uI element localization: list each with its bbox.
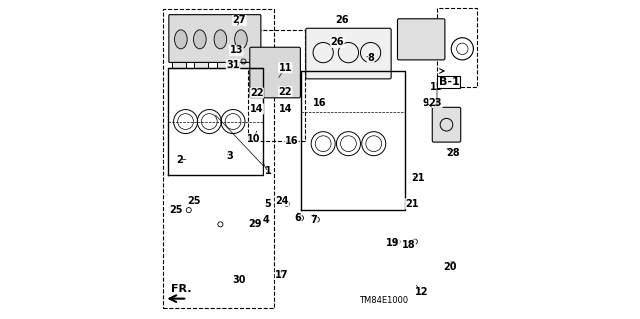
FancyBboxPatch shape [432,107,461,142]
Bar [195,36,209,68]
Text: 11: 11 [278,63,292,73]
Text: 14: 14 [278,104,292,114]
Text: 5: 5 [264,199,271,209]
Text: 16: 16 [313,98,327,108]
FancyBboxPatch shape [169,15,261,63]
Text: 26: 26 [331,38,344,48]
Text: 1: 1 [264,166,271,175]
Text: 22: 22 [278,86,292,97]
Text: 15: 15 [430,82,444,92]
Ellipse shape [193,30,206,49]
Text: 6: 6 [294,213,301,223]
Bar [437,8,477,87]
Text: 9: 9 [422,98,429,108]
Text: 20: 20 [443,262,456,272]
Bar [172,36,186,68]
FancyBboxPatch shape [306,28,391,79]
Text: 2: 2 [176,154,182,165]
Ellipse shape [235,30,247,49]
Text: 4: 4 [263,215,269,225]
Text: 23: 23 [429,98,442,108]
Text: B-1: B-1 [438,77,460,87]
FancyBboxPatch shape [397,19,445,60]
Text: 16: 16 [285,136,298,145]
Bar [239,36,253,68]
Text: 10: 10 [247,134,260,144]
Text: 8: 8 [367,53,374,63]
Ellipse shape [214,30,227,49]
Text: 26: 26 [335,15,349,26]
Text: 24: 24 [275,196,289,206]
Text: 29: 29 [248,219,262,229]
Text: 17: 17 [275,270,289,280]
Text: 19: 19 [386,238,399,248]
Text: 7: 7 [310,215,317,225]
Text: 28: 28 [446,148,460,158]
Text: 18: 18 [402,240,415,250]
Text: 21: 21 [412,174,425,183]
Text: FR.: FR. [171,284,191,294]
Text: 30: 30 [232,275,246,285]
Text: 12: 12 [415,287,428,297]
Text: 31: 31 [227,60,240,70]
Text: 21: 21 [405,199,419,209]
Bar [216,36,230,68]
Text: 14: 14 [250,104,264,114]
Text: TM84E1000: TM84E1000 [358,296,408,305]
Bar [163,9,274,308]
Text: 25: 25 [170,205,183,215]
FancyBboxPatch shape [250,47,300,98]
Text: 3: 3 [227,151,233,161]
Text: 22: 22 [250,88,264,98]
Text: 25: 25 [187,196,200,206]
Bar [248,30,305,141]
Ellipse shape [175,30,187,49]
Text: 27: 27 [232,15,246,26]
Text: 13: 13 [230,45,243,56]
